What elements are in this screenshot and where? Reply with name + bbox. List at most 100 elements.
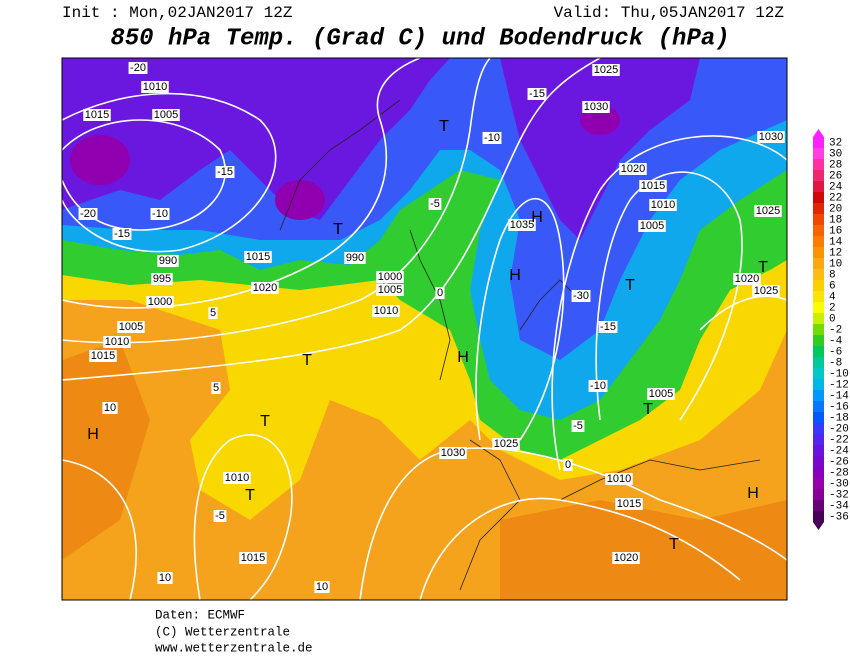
isoline-label: -30 [573, 290, 589, 302]
label-box [598, 321, 618, 333]
isoline-label: 5 [213, 382, 219, 394]
colorbar-label: -28 [829, 467, 849, 479]
pressure-center: H [87, 426, 99, 443]
isoline-label: 990 [346, 252, 364, 264]
label-box [117, 321, 145, 333]
isobar [551, 135, 787, 471]
init-time: Init : Mon,02JAN2017 12Z [62, 4, 293, 22]
isoline-label: 1000 [378, 271, 402, 283]
colorbar-label: 30 [829, 148, 842, 160]
label-box [588, 380, 608, 392]
label-box [344, 252, 366, 264]
pressure-center: H [457, 349, 469, 366]
colorbar-label: -16 [829, 401, 849, 413]
label-box [150, 208, 170, 220]
colorbar-label: -18 [829, 412, 849, 424]
isobar [193, 434, 293, 600]
isobar [62, 92, 277, 253]
colorbar-swatch [813, 181, 824, 193]
colorbar-label: 2 [829, 302, 836, 314]
label-box [208, 307, 218, 319]
colorbar-swatch [813, 159, 824, 171]
colorbar-label: -10 [829, 368, 849, 380]
label-box [619, 163, 647, 175]
colorbar-label: -2 [829, 324, 842, 336]
isoline-label: 1015 [85, 109, 109, 121]
isoline-label: 1035 [510, 219, 534, 231]
isoline-label: 1030 [759, 131, 783, 143]
colorbar-label: 24 [829, 181, 843, 193]
colorbar-swatch [813, 368, 824, 380]
label-box [89, 350, 117, 362]
colorbar-label: -30 [829, 478, 849, 490]
colorbar-swatch [813, 489, 824, 501]
isoline-label: 10 [104, 402, 116, 414]
colorbar-label: -4 [829, 335, 843, 347]
colorbar-label: -8 [829, 357, 842, 369]
isoline-label: -15 [600, 321, 616, 333]
isoline-label: 1005 [378, 284, 402, 296]
warm-area [62, 340, 787, 600]
colorbar-label: 6 [829, 280, 836, 292]
colorbar-label: 20 [829, 203, 842, 215]
isoline-label: 10 [159, 572, 171, 584]
colorbar-swatch [813, 302, 824, 314]
isoline-label: -10 [590, 380, 606, 392]
label-box [112, 228, 132, 240]
label-box [649, 199, 677, 211]
pressure-center: H [531, 209, 543, 226]
colorbar-swatch [813, 335, 824, 347]
colorbar-label: 0 [829, 313, 836, 325]
colorbar-swatch [813, 379, 824, 391]
colorbar-swatch [813, 214, 824, 226]
isobar [359, 447, 787, 600]
isoline-label: 1015 [641, 180, 665, 192]
isoline-label: -10 [484, 132, 500, 144]
colorbar-swatch [813, 467, 824, 479]
colorbar-label: 28 [829, 159, 842, 171]
isoline-label: 1020 [735, 273, 759, 285]
isoline-label: 0 [565, 459, 571, 471]
colorbar-swatch [813, 478, 824, 490]
label-box [78, 208, 98, 220]
isobar [475, 197, 565, 441]
colorbar-swatch [813, 269, 824, 281]
isobar [62, 459, 137, 600]
isoline-label: 1015 [246, 251, 270, 263]
isoline-label: -15 [217, 166, 233, 178]
isoline-label: 990 [159, 255, 177, 267]
pressure-center: T [333, 221, 343, 238]
colorbar-swatch [813, 258, 824, 270]
isoline-label: 1010 [143, 81, 167, 93]
colorbar-swatch [813, 247, 824, 259]
colorbar-swatch [813, 192, 824, 204]
cold-core [275, 180, 325, 220]
pressure-center: T [669, 536, 679, 553]
label-box [83, 109, 111, 121]
isoline-label: -5 [573, 420, 583, 432]
label-box [102, 402, 118, 414]
isoline-label: 1025 [494, 438, 518, 450]
colorbar-swatch [813, 434, 824, 446]
isobar [699, 295, 787, 331]
isoline-label: 0 [437, 287, 443, 299]
colorbar-swatch [813, 412, 824, 424]
label-box [223, 472, 251, 484]
isoline-label: -5 [430, 198, 440, 210]
isoline-label: 1020 [253, 282, 277, 294]
colorbar-swatch [813, 137, 824, 149]
colorbar-label: -12 [829, 379, 849, 391]
pressure-center: T [245, 487, 255, 504]
colorbar-label: -14 [829, 390, 849, 402]
pressure-center: T [260, 413, 270, 430]
colorbar-swatch [813, 203, 824, 215]
isoline-label: -5 [215, 510, 225, 522]
label-box [435, 287, 445, 299]
map-frame [61, 57, 788, 601]
isoline-label: 10 [316, 581, 328, 593]
isoline-label: 1010 [225, 472, 249, 484]
label-box [251, 282, 279, 294]
colorbar-swatch [813, 456, 824, 468]
